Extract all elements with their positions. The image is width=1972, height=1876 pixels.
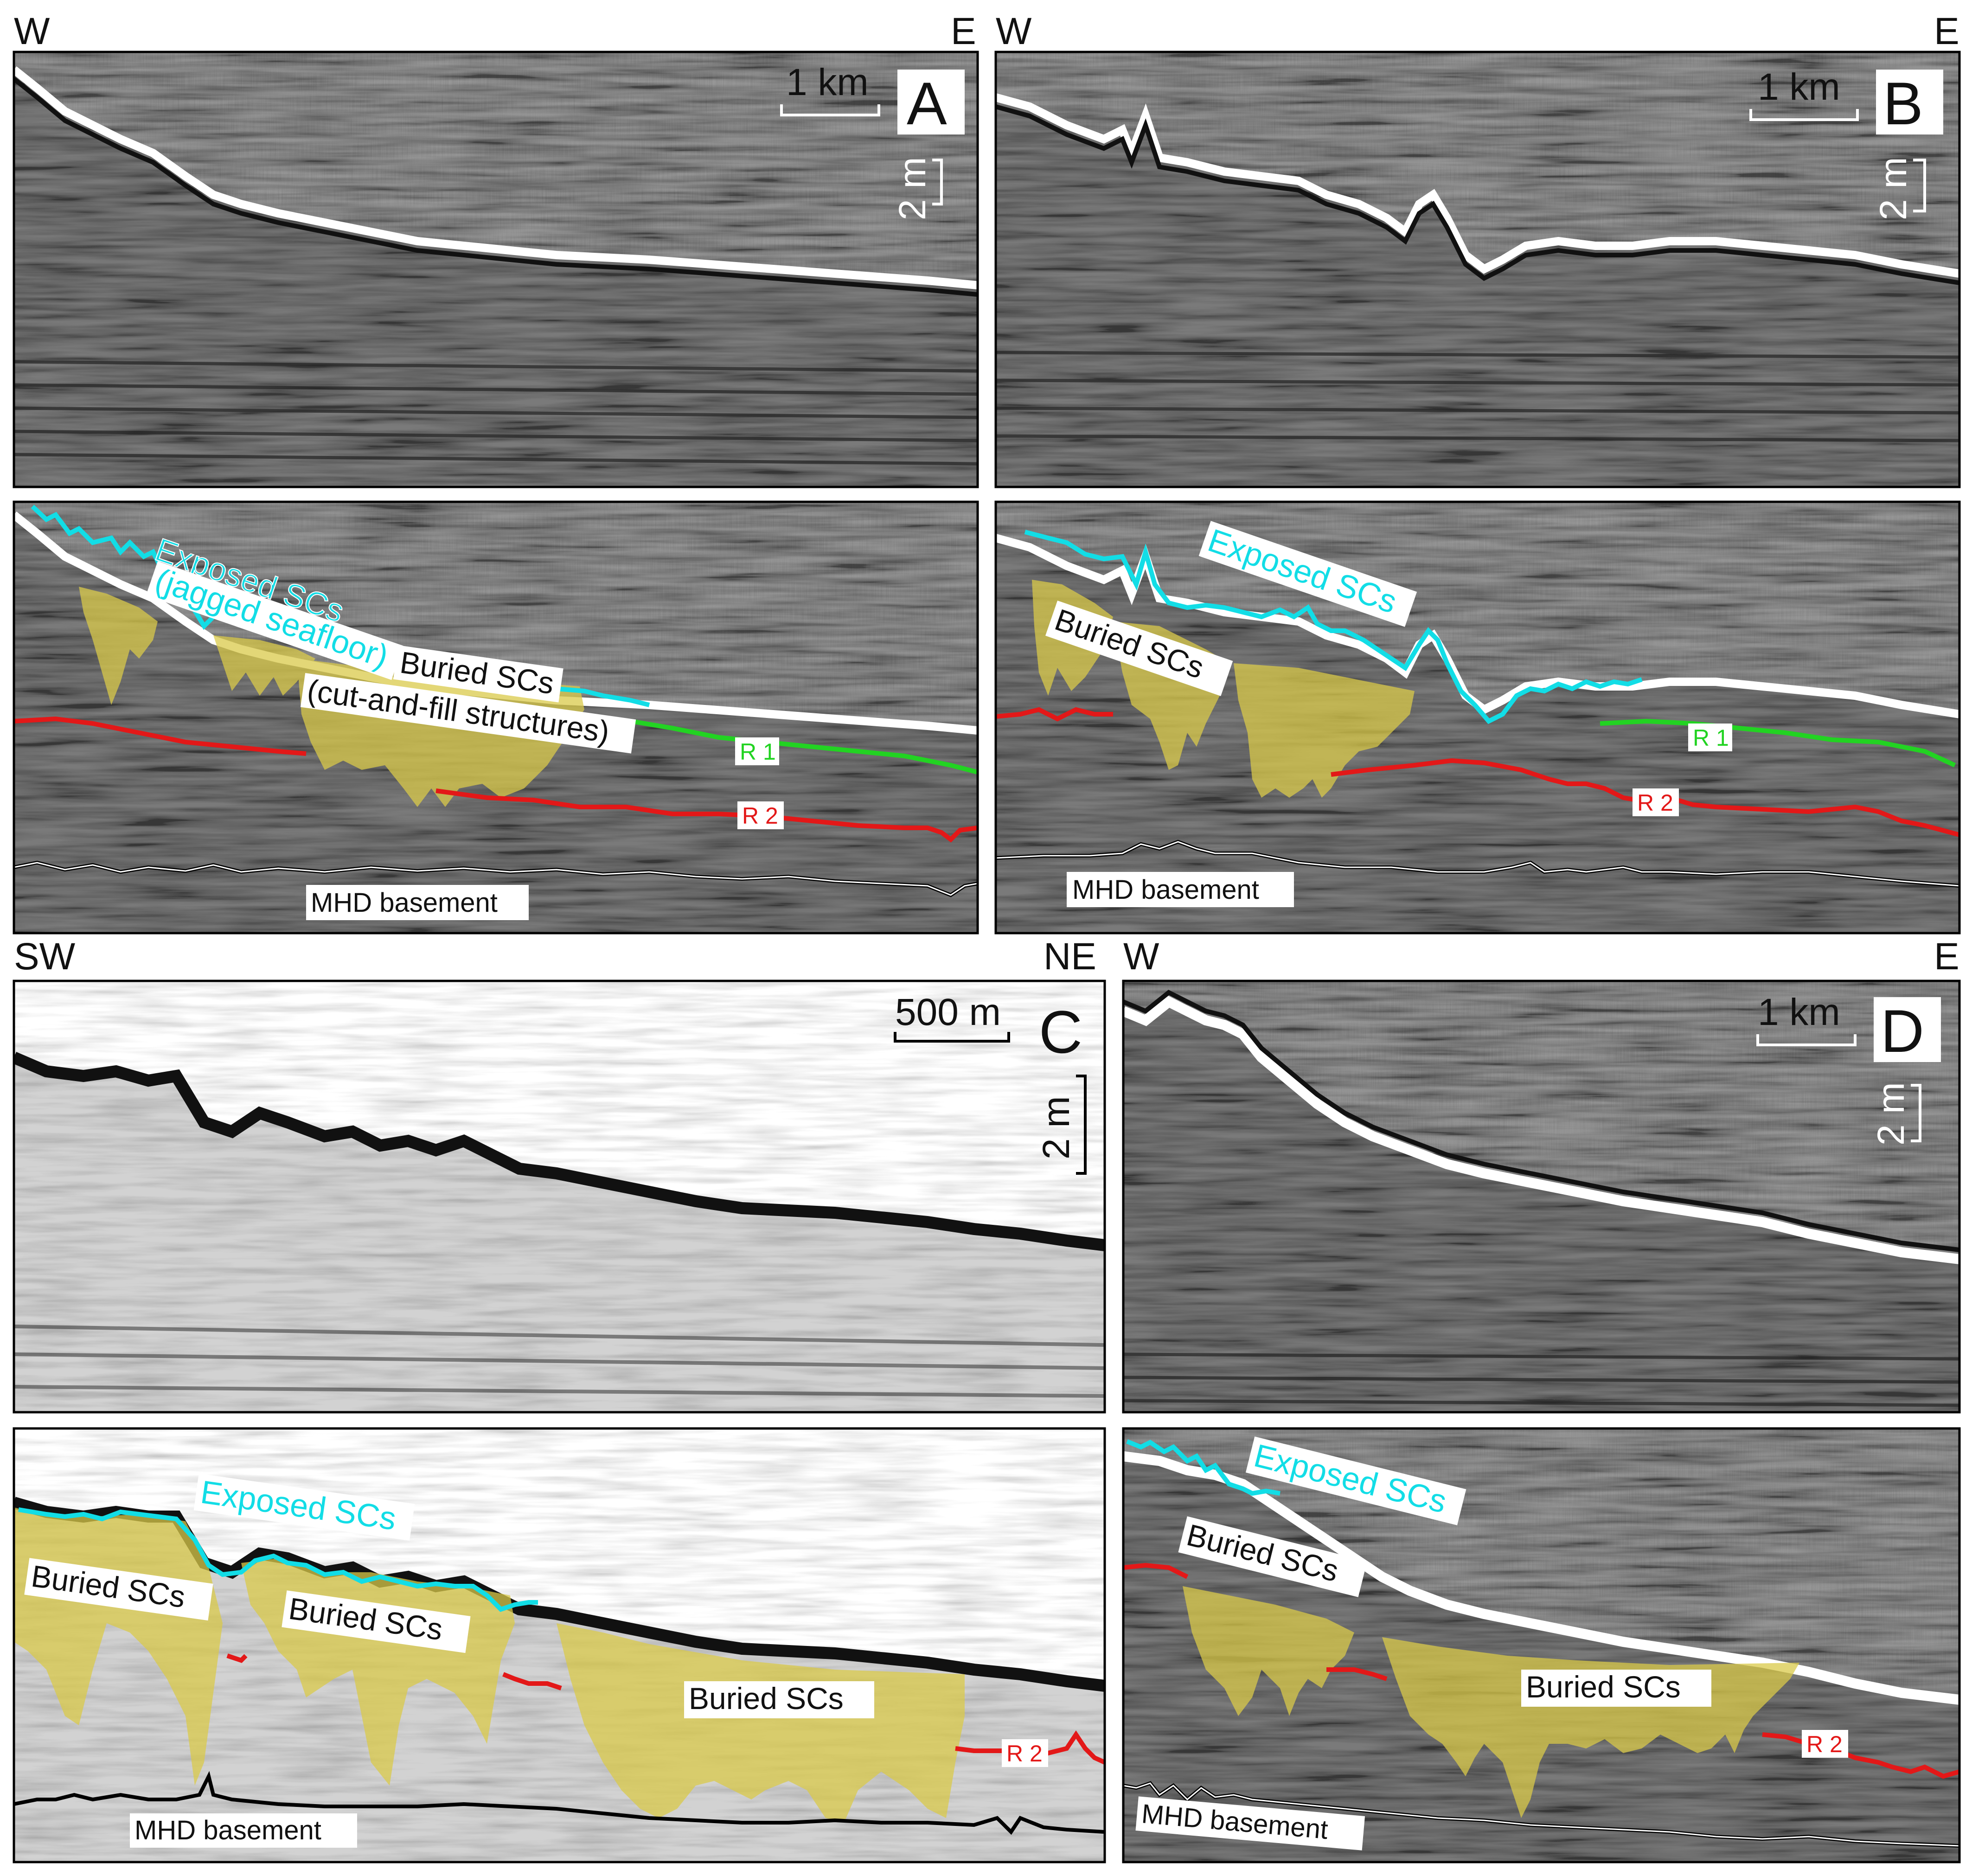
panel-c-dir-left: SW xyxy=(14,935,76,978)
panel-d-scale-vertical: 2 m xyxy=(1870,1082,1912,1146)
panel-b-label-r1: R 1 xyxy=(1693,725,1729,751)
panel-b-raw-seafloor xyxy=(996,93,1959,278)
panel-a-raw xyxy=(14,52,978,487)
panel-c-label-buried-3: Buried SCs xyxy=(689,1681,844,1716)
panel-b-raw-frame xyxy=(994,51,1961,488)
panel-a-r1 xyxy=(630,719,978,775)
panel-b-raw xyxy=(996,52,1959,487)
panel-d-raw-frame xyxy=(1122,980,1961,1414)
panel-a-r2 xyxy=(14,716,978,843)
panel-c-raw-seafloor xyxy=(14,1052,1105,1251)
panel-a-label-r2: R 2 xyxy=(742,803,778,829)
panel-b-label-basement: MHD basement xyxy=(1072,875,1259,905)
panel-a-raw-seafloor xyxy=(14,66,978,289)
panel-c-letter: C xyxy=(1039,998,1082,1066)
panel-d-scale-horizontal: 1 km xyxy=(1758,991,1840,1033)
panel-a-label-r1: R 1 xyxy=(740,739,776,765)
panel-d-r2 xyxy=(1123,1562,1959,1779)
panel-c-dir-right: NE xyxy=(1044,935,1096,978)
panel-b-label-r2: R 2 xyxy=(1637,790,1673,816)
panel-c-raw xyxy=(14,981,1105,1412)
panel-d-raw xyxy=(1123,981,1959,1412)
panel-d-scale-bar-h xyxy=(1756,1034,1857,1046)
panel-a-scale-horizontal: 1 km xyxy=(786,61,869,103)
panel-d-raw-seafloor xyxy=(1123,996,1959,1264)
panel-d-label-buried-2: Buried SCs xyxy=(1526,1670,1681,1704)
panel-a-scale-vertical: 2 m xyxy=(891,157,934,220)
panel-b-dir-right: E xyxy=(1934,10,1959,52)
panel-a-raw-frame xyxy=(13,51,979,488)
panel-c-interp-frame xyxy=(13,1427,1106,1863)
panel-d-letter: D xyxy=(1881,997,1924,1065)
panel-b-r1 xyxy=(1600,718,1956,768)
panel-c-scale-vertical: 2 m xyxy=(1035,1096,1077,1159)
panel-c-raw-frame xyxy=(13,980,1106,1414)
panel-b-scale-bar-v xyxy=(1913,159,1926,212)
panel-c-interp xyxy=(14,1428,1105,1862)
panel-c-scale-horizontal: 500 m xyxy=(895,991,1001,1033)
panel-c-r2 xyxy=(226,1653,1105,1765)
panel-d-buried-fill xyxy=(1183,1586,1799,1818)
panel-c-scale-bar-h xyxy=(894,1032,1010,1043)
panel-b-letter: B xyxy=(1883,70,1923,137)
panel-a-label-basement: MHD basement xyxy=(311,888,498,918)
panel-d-scale-bar-v xyxy=(1911,1084,1921,1142)
panel-d-dir-left: W xyxy=(1123,935,1159,978)
panel-b-interp-frame xyxy=(994,500,1961,935)
panel-a-dir-right: E xyxy=(951,10,976,52)
panel-a-interp-frame xyxy=(13,500,979,935)
panel-b-scale-bar-h xyxy=(1749,109,1859,121)
panel-c-label-r2: R 2 xyxy=(1006,1741,1043,1767)
panel-b-interp xyxy=(996,502,1959,933)
panel-a-scale-bar-v xyxy=(932,159,943,205)
panel-a-letter: A xyxy=(907,70,947,137)
panel-c-scale-bar-v xyxy=(1076,1075,1087,1175)
panel-a-dir-left: W xyxy=(14,10,50,52)
panel-d-interp-frame xyxy=(1122,1427,1961,1863)
panel-a-scale-bar-h xyxy=(780,104,880,116)
panel-d-label-r2: R 2 xyxy=(1806,1731,1843,1757)
panel-b-scale-horizontal: 1 km xyxy=(1758,66,1840,108)
panel-c-buried-fill xyxy=(14,1507,965,1823)
panel-c-label-basement: MHD basement xyxy=(134,1815,321,1845)
panel-b-exposed-horizon xyxy=(1024,530,1643,724)
panel-d-exposed-horizon xyxy=(1126,1439,1281,1496)
panel-d-interp xyxy=(1123,1428,1959,1862)
panel-b-scale-vertical: 2 m xyxy=(1872,157,1914,220)
panel-c-basement xyxy=(14,1771,1105,1835)
panel-d-dir-right: E xyxy=(1934,935,1959,978)
panel-c-exposed-horizon xyxy=(18,1507,538,1612)
panel-b-dir-left: W xyxy=(996,10,1032,52)
